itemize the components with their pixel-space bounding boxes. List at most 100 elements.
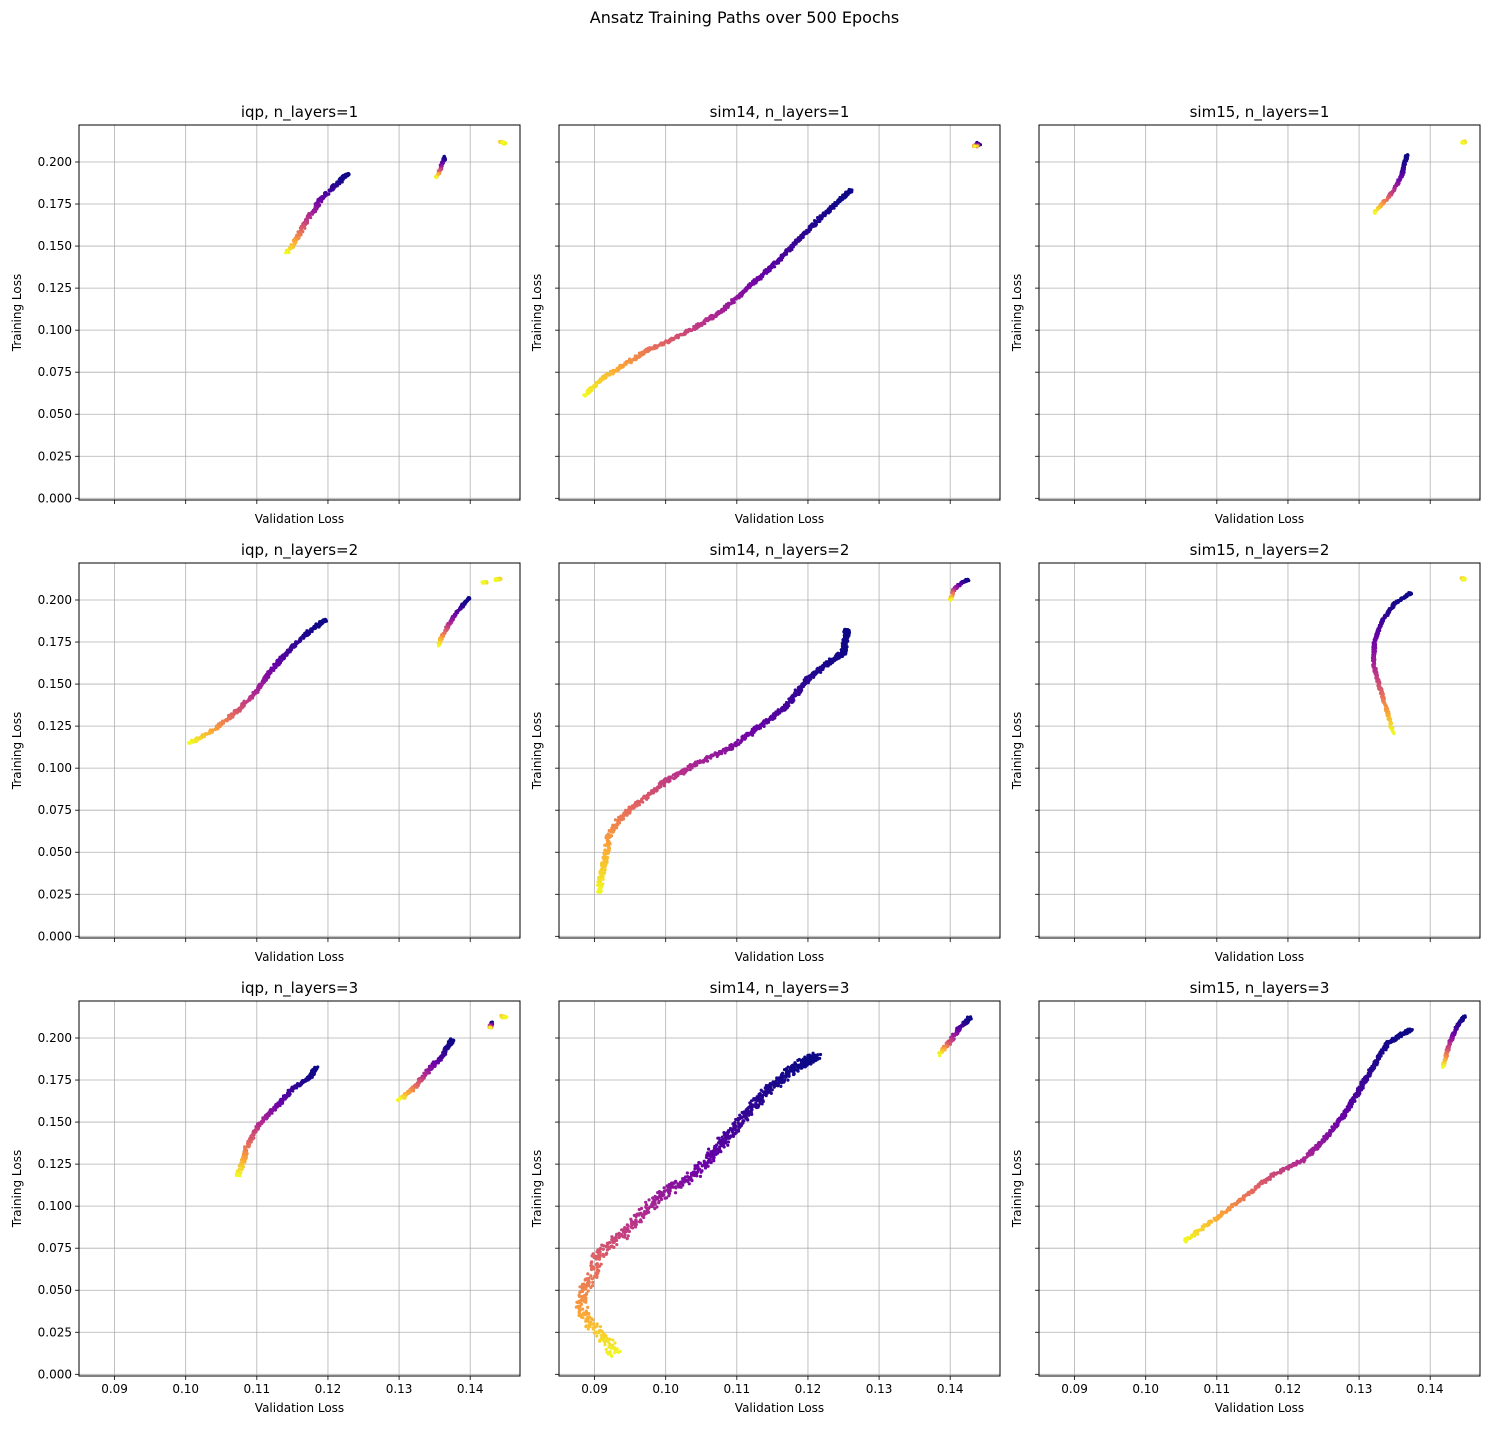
data-point <box>587 1324 591 1328</box>
data-point <box>677 1183 681 1187</box>
data-point <box>727 1136 732 1140</box>
data-point <box>609 1352 613 1357</box>
y-tick-label: 0.175 <box>38 635 72 649</box>
data-point <box>796 1069 800 1073</box>
data-point <box>792 1067 796 1071</box>
data-point <box>631 1226 635 1230</box>
data-point <box>679 332 683 337</box>
data-point <box>772 1083 776 1087</box>
data-point <box>612 1240 616 1245</box>
data-point <box>662 781 666 785</box>
data-point <box>591 1280 595 1284</box>
x-axis-label: Validation Loss <box>1215 950 1304 964</box>
data-point <box>695 325 699 329</box>
data-point <box>769 1091 773 1096</box>
data-point <box>792 1070 796 1075</box>
data-point <box>240 1168 244 1172</box>
data-point <box>612 1351 617 1355</box>
data-point <box>681 1180 686 1184</box>
x-tick-label: 0.12 <box>315 1382 342 1396</box>
data-point <box>598 1246 603 1250</box>
data-point <box>616 1350 620 1355</box>
data-point <box>581 1315 585 1320</box>
data-point <box>637 1220 642 1224</box>
y-axis-label: Training Loss <box>10 712 24 790</box>
data-point <box>613 1341 617 1345</box>
data-point <box>625 1237 629 1241</box>
y-tick-label: 0.050 <box>38 407 72 421</box>
data-point <box>738 1113 742 1117</box>
data-point <box>948 1042 953 1046</box>
data-point <box>584 1325 588 1329</box>
y-axis-label: Training Loss <box>1010 274 1024 352</box>
data-point <box>748 1101 752 1105</box>
subplot-title: sim14, n_layers=1 <box>710 103 850 122</box>
data-point <box>657 1201 661 1205</box>
data-point <box>590 1277 594 1281</box>
data-point <box>819 670 823 675</box>
data-point <box>284 251 288 255</box>
data-point <box>714 312 718 316</box>
y-tick-label: 0.150 <box>38 677 72 691</box>
data-point <box>645 1207 650 1211</box>
axes-frame <box>1038 562 1481 939</box>
data-point <box>504 1015 509 1020</box>
data-point <box>577 1293 581 1297</box>
data-point <box>618 1234 622 1238</box>
data-point <box>781 707 785 712</box>
data-point <box>731 1132 735 1137</box>
data-point <box>598 1325 603 1329</box>
data-point <box>608 1337 612 1341</box>
data-point <box>591 1327 596 1331</box>
x-axis-label: Validation Loss <box>255 1401 344 1415</box>
data-point <box>586 1272 590 1276</box>
data-point <box>607 1340 611 1344</box>
data-point <box>597 1257 602 1261</box>
data-point <box>589 1266 594 1270</box>
data-point <box>758 1100 762 1105</box>
data-point <box>706 1147 711 1151</box>
data-point <box>773 265 777 269</box>
data-point <box>975 144 979 148</box>
data-point <box>720 1135 724 1139</box>
data-point <box>328 189 332 193</box>
data-point <box>770 1088 774 1092</box>
data-point <box>424 1068 428 1072</box>
y-tick-label: 0.050 <box>38 845 72 859</box>
data-point <box>681 1177 685 1181</box>
data-point <box>597 1331 601 1335</box>
y-tick-label: 0.025 <box>38 1325 72 1339</box>
data-point <box>699 322 703 326</box>
data-point <box>726 1140 731 1144</box>
data-point <box>829 659 834 663</box>
y-tick-label: 0.175 <box>38 1073 72 1087</box>
data-point <box>737 1124 741 1128</box>
x-axis-label: Validation Loss <box>255 512 344 526</box>
data-point <box>948 598 952 603</box>
data-point <box>589 1285 593 1290</box>
data-point <box>762 1092 766 1097</box>
data-point <box>435 176 439 180</box>
data-point <box>601 1253 605 1257</box>
data-point <box>703 321 707 326</box>
data-point <box>632 1213 636 1217</box>
data-point <box>734 1124 738 1128</box>
data-point <box>796 1058 800 1063</box>
data-point <box>682 772 686 776</box>
data-point <box>610 1346 614 1350</box>
data-point <box>668 1189 672 1193</box>
data-point <box>723 751 727 755</box>
data-point <box>398 1097 402 1101</box>
data-point <box>759 723 764 727</box>
data-point <box>583 1312 588 1317</box>
data-point <box>595 1324 599 1328</box>
y-tick-label: 0.175 <box>38 197 72 211</box>
data-point <box>697 1167 702 1171</box>
data-point <box>612 1245 616 1250</box>
axes-frame <box>558 124 1001 501</box>
y-axis-label: Training Loss <box>10 1150 24 1228</box>
data-point <box>602 1339 606 1343</box>
data-point <box>788 249 792 253</box>
data-point <box>715 752 719 757</box>
